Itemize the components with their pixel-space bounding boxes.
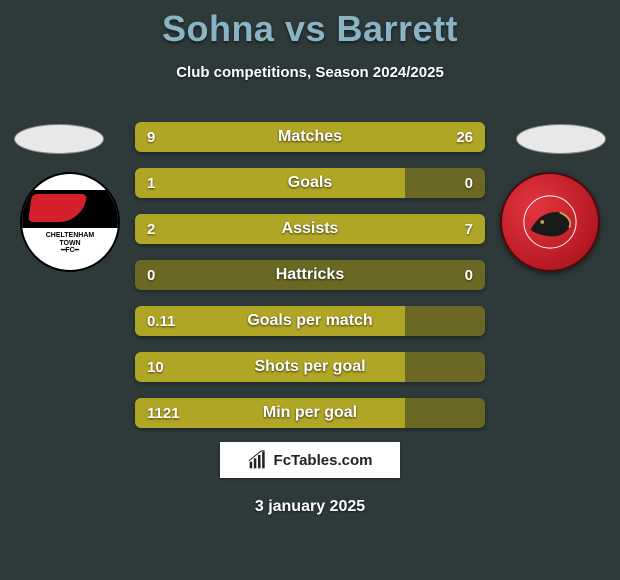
stat-label: Hattricks <box>135 260 485 290</box>
stat-row: 10Shots per goal <box>135 352 485 382</box>
stat-value-right: 0 <box>453 260 485 290</box>
stat-value-right: 26 <box>444 122 485 152</box>
flag-left <box>14 124 104 154</box>
stat-row: 10Goals <box>135 168 485 198</box>
stat-row: 0 0Hattricks <box>135 260 485 290</box>
team-badge-left: CHELTENHAMTOWN━FC━ <box>20 172 120 272</box>
stat-value-right <box>461 398 485 428</box>
stat-value-right: 7 <box>453 214 485 244</box>
subtitle: Club competitions, Season 2024/2025 <box>0 64 620 81</box>
stat-fill-left <box>135 168 405 198</box>
badge-right-graphic <box>521 193 579 251</box>
date-label: 3 january 2025 <box>0 498 620 516</box>
stat-row: 926Matches <box>135 122 485 152</box>
stats-container: 926Matches10Goals27Assists00Hattricks0.1… <box>135 122 485 444</box>
stat-value-left: 1 <box>135 168 167 198</box>
stat-value-left: 0.11 <box>135 306 187 336</box>
brand-chart-icon <box>248 450 268 470</box>
flag-right <box>516 124 606 154</box>
stat-row: 27Assists <box>135 214 485 244</box>
stat-value-left: 0 <box>135 260 167 290</box>
stat-value-left: 2 <box>135 214 167 244</box>
stat-value-right: 0 <box>453 168 485 198</box>
stat-row: 1121Min per goal <box>135 398 485 428</box>
stat-value-left: 9 <box>135 122 167 152</box>
page-title: Sohna vs Barrett <box>0 0 620 50</box>
team-badge-right <box>500 172 600 272</box>
badge-left-graphic <box>22 190 118 228</box>
stat-value-right <box>461 352 485 382</box>
brand-badge: FcTables.com <box>220 442 400 478</box>
stat-value-right <box>461 306 485 336</box>
stat-value-left: 10 <box>135 352 176 382</box>
stat-value-left: 1121 <box>135 398 192 428</box>
stat-fill-right <box>213 214 485 244</box>
stat-row: 0.11Goals per match <box>135 306 485 336</box>
brand-text: FcTables.com <box>274 452 373 469</box>
badge-left-text: CHELTENHAMTOWN━FC━ <box>46 232 94 254</box>
